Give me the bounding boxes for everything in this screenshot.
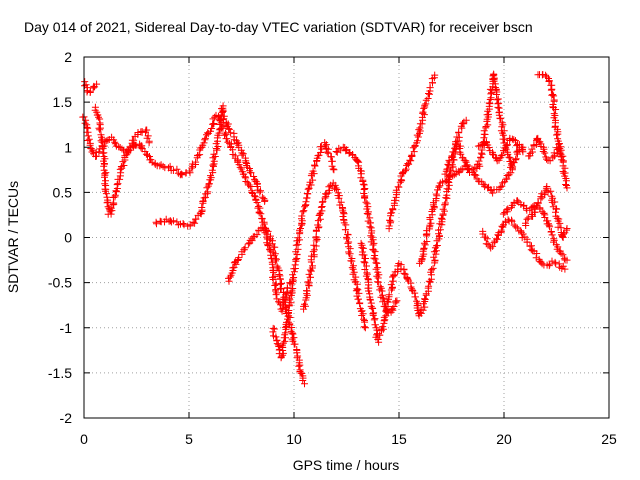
y-tick-label: -1.5 xyxy=(48,365,72,381)
y-tick-label: 1.5 xyxy=(53,94,73,110)
x-tick-label: 0 xyxy=(80,431,88,447)
plot-frame xyxy=(83,56,610,419)
x-tick-label: 5 xyxy=(185,431,193,447)
y-tick-label: -0.5 xyxy=(48,275,72,291)
series-prn-e xyxy=(225,224,308,388)
series-prn-m xyxy=(474,134,527,165)
series-prn-c xyxy=(91,103,153,218)
data-points xyxy=(79,70,571,388)
axis-ticks: 0 5 10 15 20 25 -2 -1.5 -1 -0.5 0 0.5 1 1.5 2 xyxy=(48,49,617,447)
series-prn-g xyxy=(300,179,369,332)
series-prn-l xyxy=(441,137,527,197)
series-prn-d xyxy=(152,102,269,230)
series-prn-j xyxy=(385,71,439,233)
point-markers xyxy=(499,197,571,264)
point-markers xyxy=(441,137,527,197)
point-markers xyxy=(357,116,470,346)
x-tick-label: 15 xyxy=(391,431,407,447)
y-tick-label: 2 xyxy=(64,49,72,65)
point-markers xyxy=(152,102,269,230)
chart-title: Day 014 of 2021, Sidereal Day-to-day VTE… xyxy=(24,19,533,35)
x-axis-label: GPS time / hours xyxy=(293,457,400,473)
point-markers xyxy=(416,70,516,267)
point-markers xyxy=(479,216,569,273)
x-tick-label: 20 xyxy=(496,431,512,447)
series-prn-o xyxy=(499,197,571,264)
point-markers xyxy=(474,134,527,165)
point-markers xyxy=(91,103,153,218)
series-prn-k xyxy=(416,70,516,267)
point-markers xyxy=(225,224,308,388)
point-markers xyxy=(269,139,338,362)
series-prn-r xyxy=(522,183,571,241)
y-tick-label: 1 xyxy=(64,139,72,155)
x-tick-label: 25 xyxy=(601,431,617,447)
y-tick-label: 0.5 xyxy=(53,184,73,200)
series-prn-f xyxy=(269,139,338,362)
point-markers xyxy=(300,179,369,332)
point-markers xyxy=(522,183,571,241)
y-tick-label: -2 xyxy=(60,410,73,426)
y-axis-label: SDTVAR / TECUs xyxy=(5,181,21,293)
x-tick-label: 10 xyxy=(286,431,302,447)
series-prn-q xyxy=(534,71,571,192)
point-markers xyxy=(385,71,439,233)
series-prn-n xyxy=(479,216,569,273)
point-markers xyxy=(534,71,571,192)
y-tick-label: -1 xyxy=(60,320,73,336)
series-prn-i xyxy=(357,116,470,346)
y-tick-label: 0 xyxy=(64,230,72,246)
